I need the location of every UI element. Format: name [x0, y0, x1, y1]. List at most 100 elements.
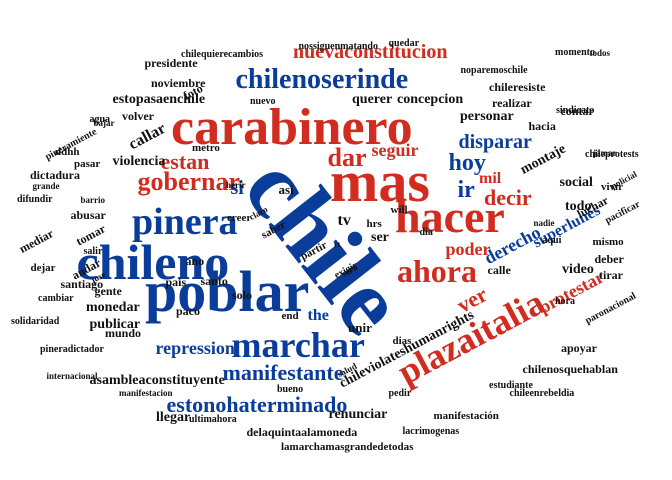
word-estan: estan	[160, 149, 210, 174]
word-jamar: jamar	[593, 147, 617, 158]
word-solo: solo	[232, 288, 253, 302]
word-pedir: pedir	[388, 388, 412, 399]
word-monedar: monedar	[86, 300, 140, 315]
word-solidaridad: solidaridad	[11, 316, 60, 327]
word-nuevaconstitucion: nuevaconstitucion	[293, 41, 448, 63]
word-nuevo: nuevo	[250, 96, 276, 107]
word-momento: momento	[555, 47, 595, 58]
word-mundo: mundo	[105, 326, 142, 340]
word-manifestacion: manifestacion	[119, 387, 173, 398]
word-gente: gente	[94, 284, 122, 298]
word-ir: ir	[457, 177, 475, 203]
word-chileresiste: chileresiste	[489, 80, 546, 94]
word-creer: creer	[227, 211, 252, 224]
word-seguir: seguir	[371, 140, 419, 160]
word-todos: todos	[589, 47, 611, 58]
word-hrs: hrs	[366, 217, 382, 230]
word-santo: santo	[200, 274, 228, 288]
word-estopasaenchile: estopasaenchile	[112, 92, 206, 107]
word-nossiguenmatando: nossiguenmatando	[298, 41, 378, 52]
word-difundir: difundir	[17, 194, 53, 205]
word-dejar: dejar	[30, 261, 56, 274]
word-vivir: vivir	[601, 180, 623, 193]
word-poblar: poblar	[145, 259, 310, 324]
word-violencia: violencia	[112, 154, 166, 169]
word-hacer: hacer	[395, 191, 505, 242]
word-abusar: abusar	[70, 208, 106, 222]
word-chilenosquehablan: chilenosquehablan	[522, 362, 618, 376]
word-todo: todo	[565, 199, 592, 214]
word-agua: agua	[89, 114, 111, 125]
word-asambleaconstituyente: asambleaconstituyente	[89, 373, 225, 388]
word-dia: dia	[419, 227, 433, 238]
word-paco: paco	[176, 304, 200, 318]
word-rt: rt	[334, 240, 341, 249]
word-manifestante: manifestante	[222, 360, 344, 385]
word-presidente: presidente	[144, 56, 198, 70]
word-dictadura: dictadura	[30, 168, 81, 182]
word-lacrimogenas: lacrimogenas	[402, 426, 460, 437]
word-pinera: pinera	[132, 201, 238, 243]
word-dar: dar	[327, 143, 367, 172]
word-pais: pais	[165, 275, 187, 289]
word-querer: querer	[352, 92, 393, 107]
word-ddhh: ddhh	[55, 145, 80, 158]
word-chilequierecambios: chilequierecambios	[181, 49, 264, 60]
word-lamarchamasgrandedetodas: lamarchamasgrandedetodas	[281, 440, 414, 453]
word-gobernar: gobernar	[137, 167, 241, 196]
word-bueno: bueno	[277, 384, 304, 395]
word-decir: decir	[484, 185, 532, 210]
word-tv: tv	[337, 212, 351, 229]
word-quedar: quedar	[388, 38, 420, 49]
word-si: si	[230, 177, 244, 199]
word-the: the	[307, 307, 329, 324]
word-santiago: santiago	[60, 277, 104, 291]
word-salir: salir	[83, 246, 103, 257]
word-calle: calle	[487, 263, 511, 277]
word-end: end	[281, 309, 299, 322]
word-social: social	[559, 175, 593, 190]
word-hacia: hacia	[528, 119, 556, 133]
word-mil: mil	[479, 170, 502, 187]
word-video: video	[562, 262, 594, 277]
word-aqui: aqui	[542, 235, 562, 246]
word-unir: unir	[348, 319, 372, 335]
word-cambiar: cambiar	[38, 293, 74, 304]
word-mediar: mediar	[16, 226, 56, 256]
word-ano: ano	[185, 254, 205, 268]
word-herir: herir	[226, 179, 246, 190]
word-noviembre: noviembre	[151, 76, 206, 90]
word-mismo: mismo	[592, 235, 624, 248]
word-marchar: marchar	[231, 325, 365, 365]
word-nadie: nadie	[533, 217, 555, 228]
word-carabinero: carabinero	[171, 99, 413, 156]
word-dias: dias	[392, 334, 412, 347]
word-pasar: pasar	[74, 157, 101, 170]
word-sindicato: sindicato	[556, 105, 595, 116]
word-llegar: llegar	[156, 410, 191, 425]
word-pineradictador: pineradictador	[40, 344, 104, 355]
word-repression: repression	[155, 338, 235, 358]
word-noparemoschile: noparemoschile	[460, 65, 528, 76]
word-deber: deber	[594, 252, 624, 266]
word-chilenoserinde: chilenoserinde	[235, 64, 409, 95]
word-poder: poder	[445, 239, 491, 259]
word-metro: metro	[192, 141, 220, 154]
word-bajar: bajar	[93, 117, 115, 128]
word-internacional: internacional	[46, 370, 98, 381]
word-apoyar: apoyar	[561, 341, 597, 355]
word-paronacional: paronacional	[583, 290, 639, 327]
word-disparar: disparar	[458, 131, 532, 153]
word-publicar: publicar	[89, 317, 141, 332]
word-hoy: hoy	[448, 150, 486, 176]
word-renunciar: renunciar	[328, 407, 388, 422]
word-volver: volver	[122, 109, 154, 123]
word-hora: hora	[555, 296, 575, 307]
word-estonohaterminado: estonohaterminado	[166, 392, 348, 417]
word-delaquintaalamoneda: delaquintaalamoneda	[246, 425, 358, 439]
word-grande: grande	[32, 180, 60, 191]
word-concepcion: concepcion	[397, 92, 464, 107]
word-manifestación: manifestación	[433, 409, 499, 422]
word-estudiante: estudiante	[489, 380, 533, 391]
